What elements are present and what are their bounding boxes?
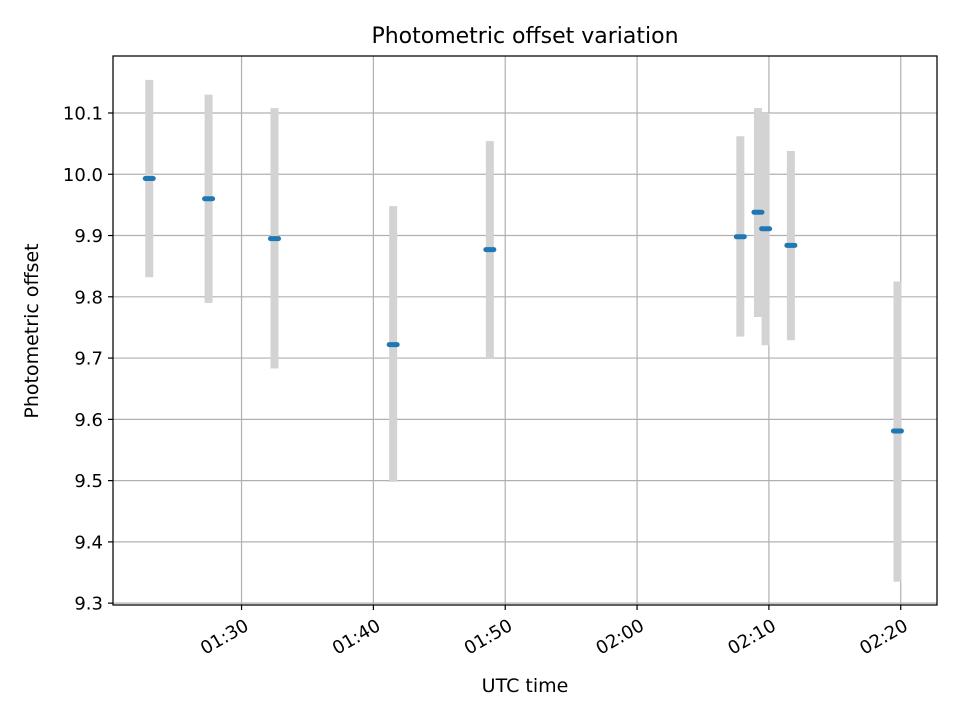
y-tick-label: 9.8 [74,287,103,308]
y-tick-label: 10.0 [63,165,103,186]
y-tick-label: 9.4 [74,532,103,553]
chart-title: Photometric offset variation [371,24,678,49]
y-tick-label: 9.9 [74,226,103,247]
plot-frame [112,55,938,606]
y-tick-label: 9.3 [74,594,103,615]
data-points [142,176,904,434]
y-tick-label: 9.6 [74,410,103,431]
x-axis-label: UTC time [482,675,569,697]
y-tick-label: 10.1 [63,103,103,124]
y-axis-label: Photometric offset [21,243,43,418]
y-tick-label: 9.5 [74,471,103,492]
y-tick-label: 9.7 [74,349,103,370]
